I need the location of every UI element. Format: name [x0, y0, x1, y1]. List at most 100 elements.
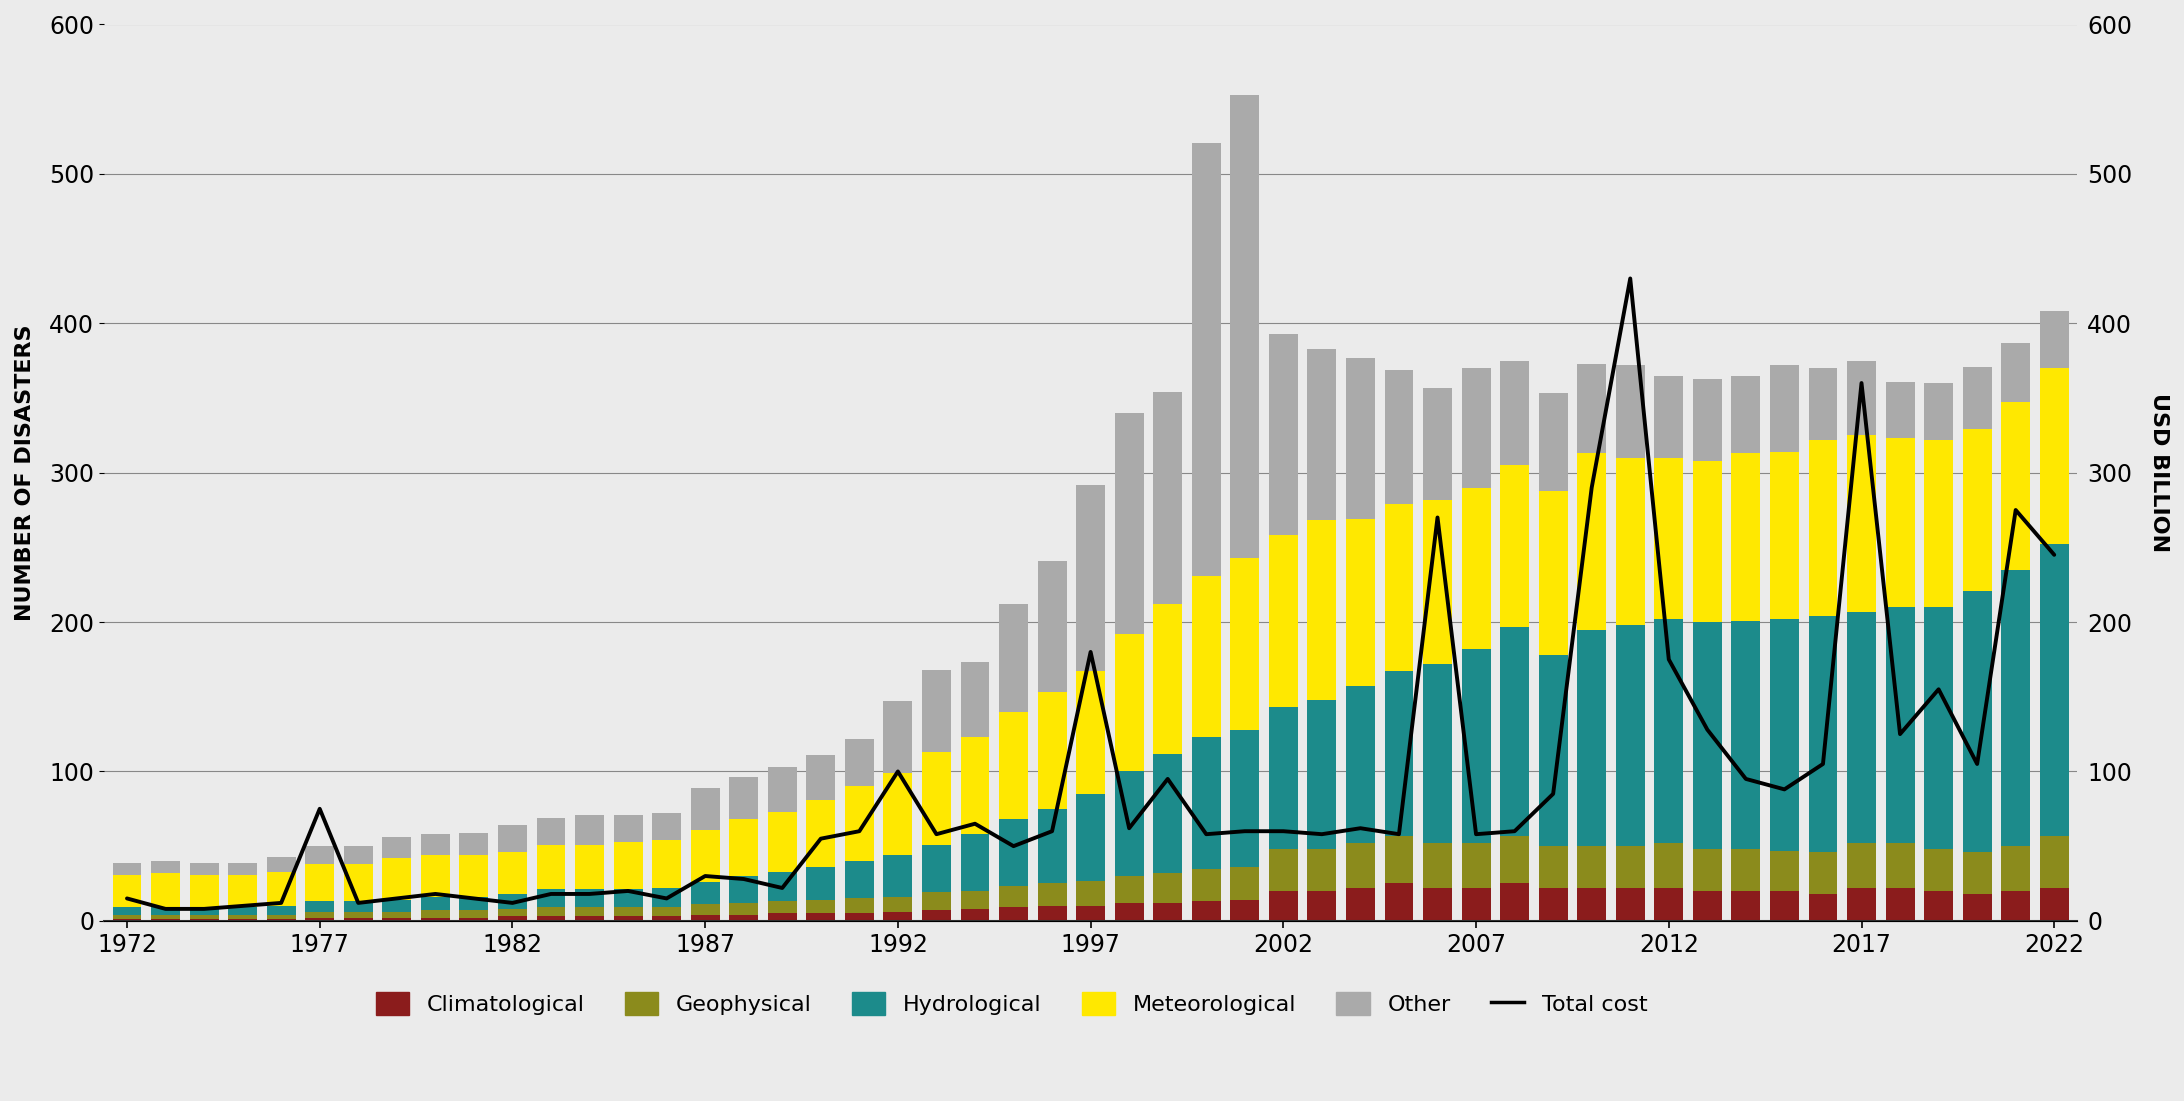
- Bar: [422, 911, 450, 918]
- Bar: [1308, 849, 1337, 891]
- Bar: [1732, 849, 1760, 891]
- Bar: [574, 916, 605, 920]
- Bar: [653, 889, 681, 907]
- Bar: [1385, 672, 1413, 836]
- Bar: [2040, 836, 2068, 889]
- Bar: [1230, 95, 1260, 558]
- Bar: [1616, 847, 1645, 889]
- Bar: [1308, 891, 1337, 920]
- Bar: [614, 890, 642, 907]
- Bar: [769, 767, 797, 811]
- Bar: [343, 864, 373, 902]
- Bar: [1192, 902, 1221, 920]
- Total cost: [1540, 787, 1566, 800]
- Bar: [885, 912, 913, 920]
- Bar: [1114, 413, 1144, 634]
- Bar: [459, 918, 489, 920]
- Bar: [806, 799, 834, 868]
- Bar: [422, 835, 450, 855]
- Bar: [227, 862, 258, 874]
- Bar: [1924, 439, 1952, 607]
- Bar: [653, 907, 681, 916]
- Bar: [1616, 625, 1645, 847]
- Bar: [1732, 375, 1760, 454]
- Bar: [2040, 368, 2068, 544]
- Bar: [266, 919, 295, 920]
- Bar: [1153, 392, 1182, 604]
- Bar: [1192, 869, 1221, 902]
- Bar: [422, 897, 450, 911]
- Bar: [1424, 664, 1452, 843]
- Bar: [1732, 454, 1760, 621]
- Bar: [922, 669, 950, 752]
- Bar: [1577, 363, 1605, 454]
- Bar: [1653, 458, 1684, 619]
- Bar: [498, 826, 526, 852]
- Bar: [998, 907, 1029, 920]
- Bar: [114, 907, 142, 915]
- Bar: [1500, 626, 1529, 836]
- Bar: [1693, 891, 1721, 920]
- Bar: [1653, 889, 1684, 920]
- Bar: [190, 919, 218, 920]
- Bar: [845, 898, 874, 914]
- Bar: [1385, 370, 1413, 504]
- Bar: [1461, 488, 1489, 648]
- Bar: [1345, 889, 1376, 920]
- Bar: [922, 893, 950, 911]
- Bar: [1540, 889, 1568, 920]
- Bar: [1808, 439, 1837, 617]
- Bar: [885, 701, 913, 773]
- Bar: [382, 912, 411, 918]
- Bar: [306, 912, 334, 918]
- Bar: [885, 855, 913, 897]
- Bar: [1500, 361, 1529, 466]
- Bar: [1424, 843, 1452, 889]
- Bar: [459, 855, 489, 897]
- Bar: [1732, 621, 1760, 849]
- Bar: [1885, 382, 1915, 438]
- Bar: [1924, 383, 1952, 439]
- Bar: [306, 864, 334, 902]
- Bar: [1230, 558, 1260, 730]
- Bar: [343, 847, 373, 864]
- Bar: [1848, 435, 1876, 611]
- Bar: [1616, 366, 1645, 458]
- Bar: [1037, 560, 1066, 693]
- Bar: [1077, 881, 1105, 906]
- Bar: [1424, 388, 1452, 500]
- Bar: [2001, 570, 2031, 847]
- Bar: [961, 909, 989, 920]
- Bar: [343, 902, 373, 912]
- Bar: [922, 844, 950, 893]
- Bar: [1500, 836, 1529, 883]
- Bar: [227, 915, 258, 919]
- Bar: [151, 873, 179, 907]
- Bar: [1885, 607, 1915, 843]
- Bar: [614, 916, 642, 920]
- Total cost: [732, 872, 758, 885]
- Bar: [1077, 484, 1105, 672]
- Bar: [729, 777, 758, 819]
- Bar: [1114, 772, 1144, 876]
- Total cost: [577, 887, 603, 901]
- Bar: [1885, 843, 1915, 889]
- Bar: [459, 911, 489, 918]
- Bar: [1769, 366, 1800, 451]
- Bar: [537, 890, 566, 907]
- Bar: [114, 919, 142, 920]
- Bar: [266, 857, 295, 872]
- Bar: [1077, 906, 1105, 920]
- Bar: [422, 918, 450, 920]
- Bar: [1653, 375, 1684, 458]
- Bar: [1848, 611, 1876, 843]
- Bar: [574, 907, 605, 916]
- Bar: [151, 861, 179, 873]
- Bar: [614, 815, 642, 841]
- Bar: [537, 844, 566, 890]
- Bar: [1114, 903, 1144, 920]
- Bar: [227, 907, 258, 915]
- Bar: [1924, 891, 1952, 920]
- Bar: [1808, 852, 1837, 894]
- Bar: [1963, 367, 1992, 429]
